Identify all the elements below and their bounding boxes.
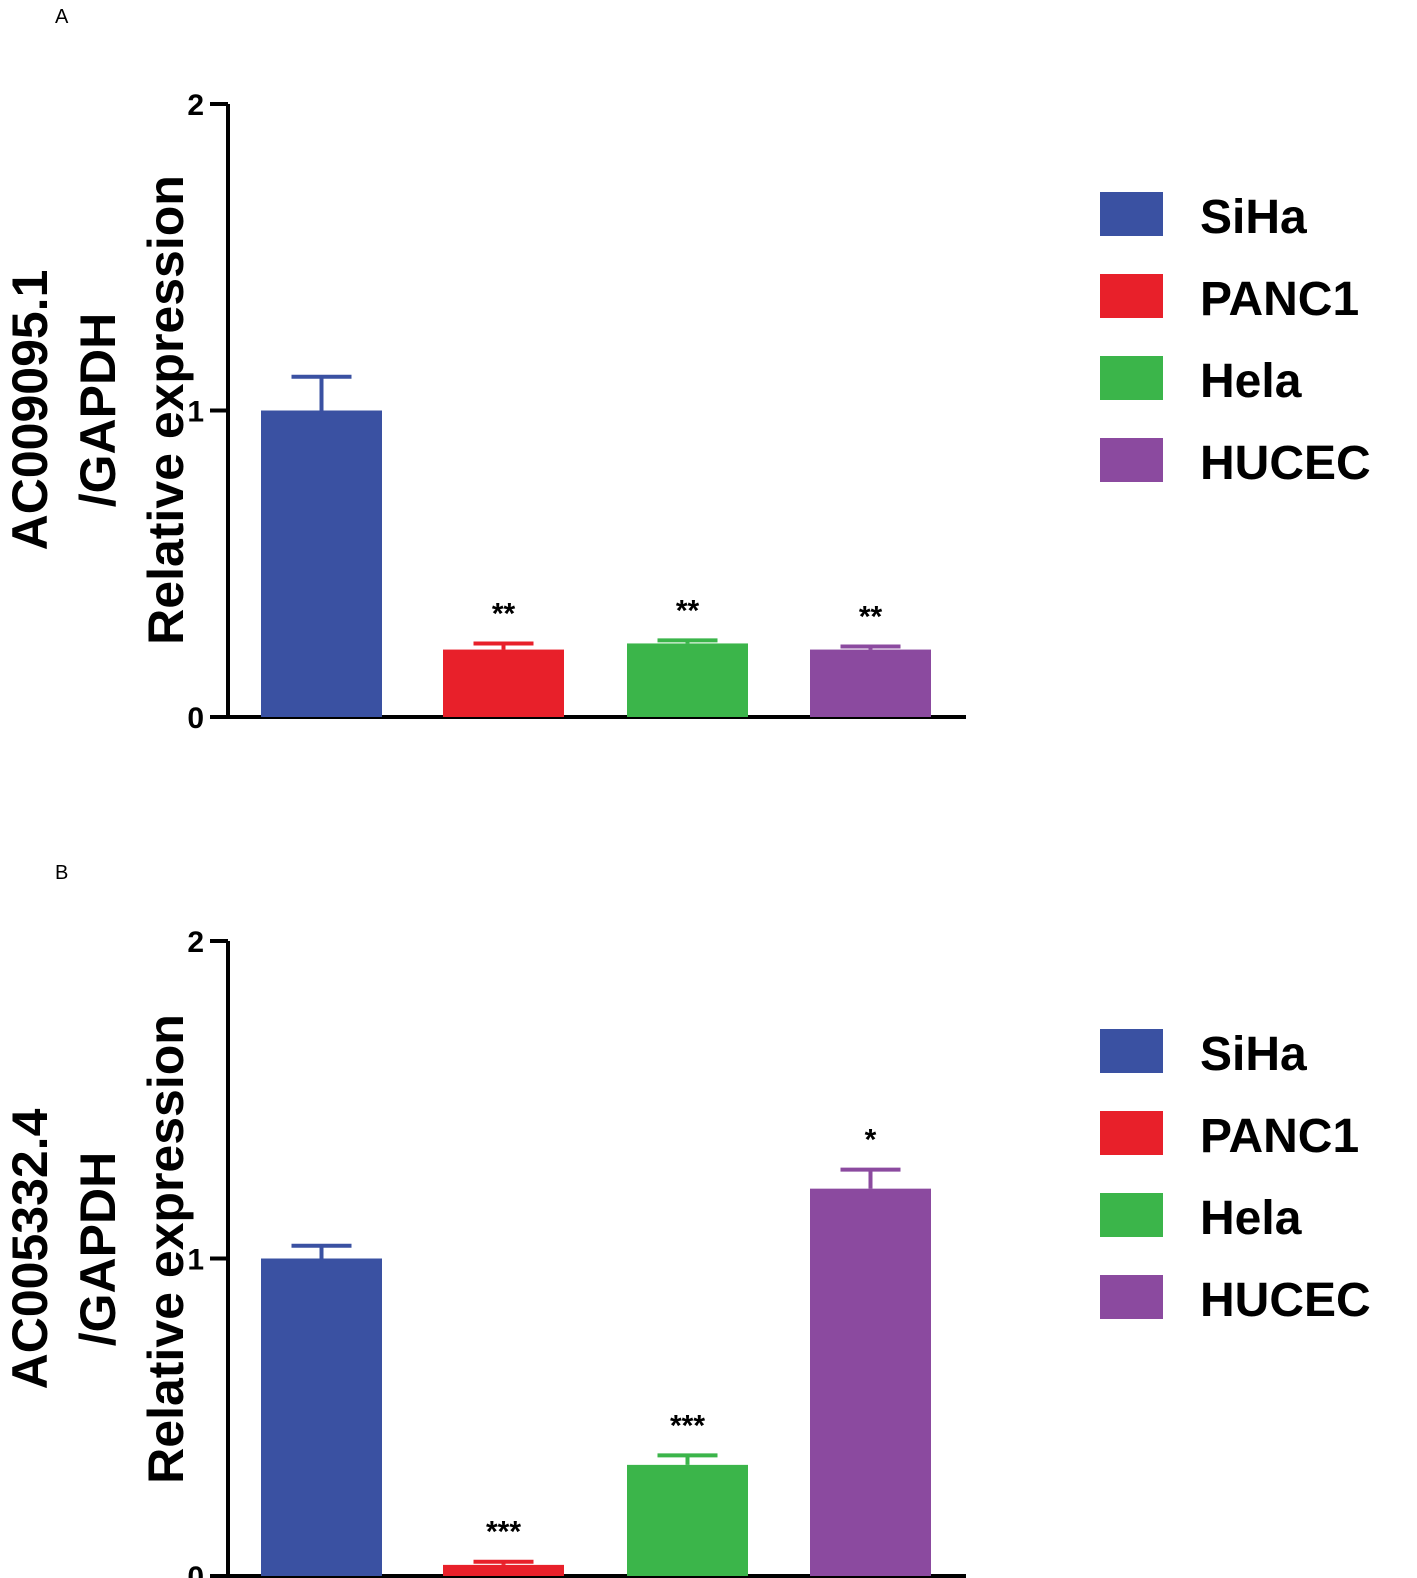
legend-swatch-hela — [1100, 356, 1163, 400]
legend-swatch-hela — [1100, 1193, 1163, 1237]
legend-label-hucec: HUCEC — [1200, 437, 1371, 490]
bar-hucec — [810, 1188, 931, 1576]
legend-label-panc1: PANC1 — [1200, 273, 1359, 326]
legend-swatch-panc1 — [1100, 1111, 1163, 1155]
legend-swatch-panc1 — [1100, 274, 1163, 318]
bar-siha — [261, 410, 382, 717]
y-axis-label-line3: Relative expression — [138, 175, 194, 645]
y-tick-label: 0 — [187, 1561, 204, 1578]
y-axis-label-line2: /GAPDH — [70, 1152, 126, 1346]
bar-hela — [627, 1464, 748, 1576]
y-tick-label: 2 — [187, 89, 204, 122]
legend-swatch-hucec — [1100, 1275, 1163, 1319]
bar-hela — [627, 643, 748, 717]
y-axis-label-line1: AC009095.1 — [2, 270, 58, 551]
bar-hucec — [810, 649, 931, 717]
y-axis-label-line1: AC005332.4 — [2, 1108, 58, 1389]
bar-siha — [261, 1258, 382, 1576]
y-axis-label-line3: Relative expression — [138, 1014, 194, 1484]
legend-swatch-siha — [1100, 192, 1163, 236]
significance-label: ** — [676, 594, 700, 627]
bar-panc1 — [443, 649, 564, 717]
legend-swatch-hucec — [1100, 438, 1163, 482]
legend-label-hela: Hela — [1200, 1192, 1302, 1245]
significance-label: *** — [670, 1409, 705, 1442]
panel-letter-a: A — [55, 6, 69, 28]
y-tick-label: 1 — [187, 1244, 204, 1277]
legend-label-hucec: HUCEC — [1200, 1274, 1371, 1327]
significance-label: ** — [492, 597, 516, 630]
chart-a: AC009095.1 /GAPDH Relative expression 0 1… — [2, 89, 1371, 735]
panel-letter-b: B — [55, 862, 69, 884]
y-tick-label: 2 — [187, 926, 204, 959]
legend-label-siha: SiHa — [1200, 191, 1307, 244]
significance-label: * — [865, 1124, 877, 1157]
bar-panc1 — [443, 1564, 564, 1576]
significance-label: *** — [486, 1516, 521, 1549]
y-tick-label: 0 — [187, 702, 204, 735]
chart-b: AC005332.4 /GAPDH Relative expression 0 1… — [2, 926, 1371, 1578]
legend-label-siha: SiHa — [1200, 1028, 1307, 1081]
significance-label: ** — [859, 601, 883, 634]
y-tick-label: 1 — [187, 396, 204, 429]
legend-label-hela: Hela — [1200, 355, 1302, 408]
legend-swatch-siha — [1100, 1029, 1163, 1073]
y-axis-label-line2: /GAPDH — [70, 313, 126, 507]
legend-label-panc1: PANC1 — [1200, 1110, 1359, 1163]
